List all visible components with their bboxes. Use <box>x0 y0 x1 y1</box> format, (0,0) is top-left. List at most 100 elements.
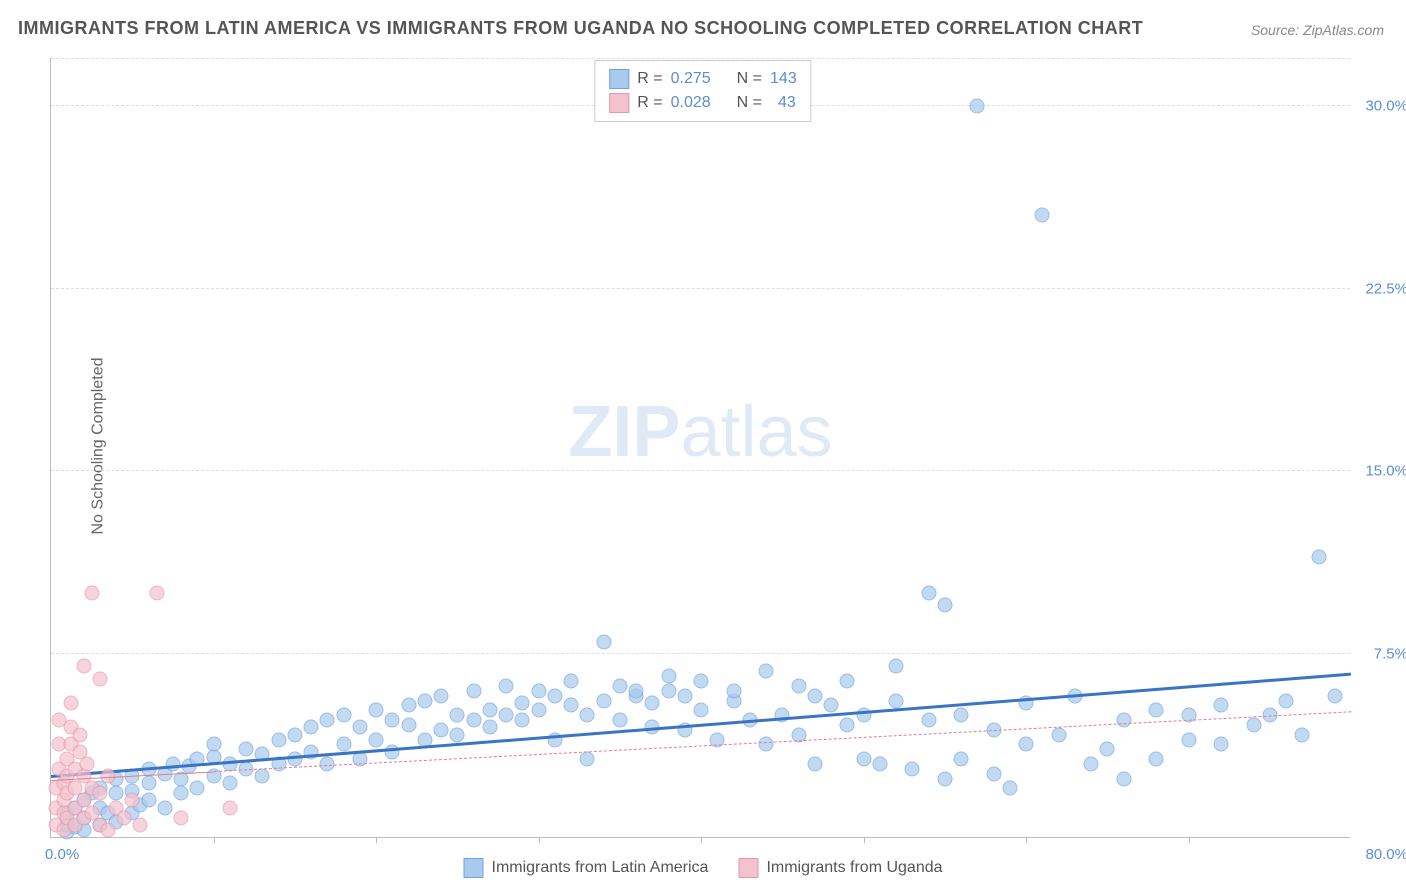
watermark-light: atlas <box>680 392 832 472</box>
point-series1 <box>921 586 936 601</box>
point-series1 <box>401 717 416 732</box>
point-series1 <box>401 698 416 713</box>
point-series1 <box>694 674 709 689</box>
legend-label-series2: Immigrants from Uganda <box>766 859 942 877</box>
point-series1 <box>905 761 920 776</box>
point-series2 <box>222 800 237 815</box>
r-label: R = <box>637 70 662 88</box>
point-series1 <box>612 678 627 693</box>
point-series1 <box>157 800 172 815</box>
point-series1 <box>165 756 180 771</box>
point-series2 <box>149 586 164 601</box>
legend-label-series1: Immigrants from Latin America <box>491 859 708 877</box>
point-series2 <box>84 586 99 601</box>
gridline <box>51 470 1350 471</box>
ytick-label: 30.0% <box>1365 97 1406 114</box>
n-label: N = <box>737 94 762 112</box>
point-series1 <box>1295 727 1310 742</box>
point-series1 <box>190 781 205 796</box>
point-series1 <box>872 756 887 771</box>
ytick-label: 7.5% <box>1374 646 1406 663</box>
point-series2 <box>117 810 132 825</box>
point-series1 <box>596 693 611 708</box>
r-value-series2: 0.028 <box>671 94 711 112</box>
swatch-series1-bottom <box>463 858 483 878</box>
point-series2 <box>92 671 107 686</box>
point-series1 <box>174 786 189 801</box>
point-series1 <box>1246 717 1261 732</box>
point-series1 <box>1100 742 1115 757</box>
ytick-label: 15.0% <box>1365 463 1406 480</box>
point-series1 <box>385 744 400 759</box>
point-series1 <box>271 732 286 747</box>
point-series2 <box>76 659 91 674</box>
point-series1 <box>986 766 1001 781</box>
point-series1 <box>629 683 644 698</box>
point-series1 <box>482 720 497 735</box>
point-series1 <box>304 720 319 735</box>
gridline <box>51 288 1350 289</box>
point-series2 <box>133 817 148 832</box>
point-series1 <box>352 720 367 735</box>
point-series1 <box>515 713 530 728</box>
point-series1 <box>417 693 432 708</box>
point-series1 <box>1279 693 1294 708</box>
stats-legend: R = 0.275 N = 143 R = 0.028 N = 43 <box>594 60 811 122</box>
point-series1 <box>336 708 351 723</box>
point-series1 <box>1051 727 1066 742</box>
point-series1 <box>547 688 562 703</box>
point-series2 <box>174 810 189 825</box>
chart-title: IMMIGRANTS FROM LATIN AMERICA VS IMMIGRA… <box>18 18 1143 39</box>
point-series1 <box>677 688 692 703</box>
point-series1 <box>255 769 270 784</box>
point-series1 <box>385 713 400 728</box>
point-series1 <box>466 713 481 728</box>
point-series1 <box>759 737 774 752</box>
point-series1 <box>889 693 904 708</box>
point-series1 <box>482 703 497 718</box>
point-series1 <box>515 695 530 710</box>
point-series1 <box>206 737 221 752</box>
point-series1 <box>937 771 952 786</box>
point-series1 <box>954 708 969 723</box>
point-series1 <box>807 756 822 771</box>
xtick <box>376 837 377 843</box>
point-series1 <box>109 786 124 801</box>
xlim-max-label: 80.0% <box>1365 846 1406 863</box>
point-series1 <box>970 98 985 113</box>
stats-row-series1: R = 0.275 N = 143 <box>609 67 796 91</box>
point-series1 <box>320 713 335 728</box>
point-series1 <box>450 727 465 742</box>
xtick <box>864 837 865 843</box>
swatch-series2 <box>609 93 629 113</box>
point-series1 <box>791 678 806 693</box>
point-series1 <box>954 752 969 767</box>
point-series1 <box>287 727 302 742</box>
point-series1 <box>564 674 579 689</box>
point-series1 <box>645 695 660 710</box>
point-series1 <box>499 708 514 723</box>
point-series1 <box>937 598 952 613</box>
xlim-min-label: 0.0% <box>45 846 79 863</box>
legend-item-series1: Immigrants from Latin America <box>463 858 708 878</box>
point-series1 <box>921 713 936 728</box>
point-series1 <box>141 793 156 808</box>
source-attribution: Source: ZipAtlas.com <box>1251 22 1384 38</box>
watermark: ZIPatlas <box>568 391 832 473</box>
xtick <box>1189 837 1190 843</box>
point-series1 <box>531 703 546 718</box>
xtick <box>701 837 702 843</box>
point-series1 <box>694 703 709 718</box>
r-value-series1: 0.275 <box>671 70 711 88</box>
swatch-series1 <box>609 69 629 89</box>
point-series2 <box>100 822 115 837</box>
point-series1 <box>1116 771 1131 786</box>
point-series1 <box>499 678 514 693</box>
point-series1 <box>434 722 449 737</box>
point-series1 <box>369 732 384 747</box>
plot-area: ZIPatlas 7.5%15.0%22.5%30.0%0.0%80.0% <box>50 58 1350 838</box>
point-series1 <box>1181 732 1196 747</box>
stats-row-series2: R = 0.028 N = 43 <box>609 91 796 115</box>
point-series1 <box>661 683 676 698</box>
point-series1 <box>466 683 481 698</box>
